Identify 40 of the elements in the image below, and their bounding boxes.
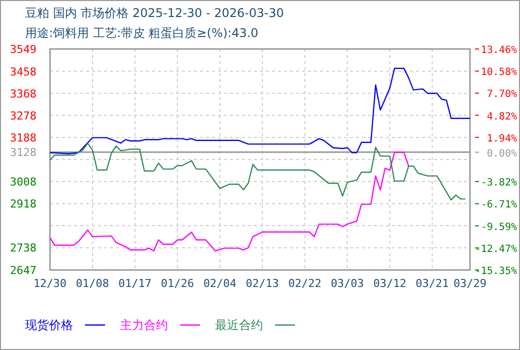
x-tick-label: 12/30 (33, 277, 67, 290)
legend-label: 最近合约 (215, 318, 263, 332)
y-tick-label: 3128 (10, 146, 36, 160)
chart-subtitle: 用途:饲料用 工艺:带皮 粗蛋白质≥(%):43.0 (25, 26, 258, 40)
x-tick-label: 03/12 (373, 277, 406, 290)
y-tick-label: 3188 (10, 131, 36, 144)
x-tick-label: 03/03 (330, 277, 364, 290)
y2-tick-label: -6.71% (480, 200, 517, 211)
y-tick-label: 3008 (10, 176, 36, 189)
y2-tick-label: 4.82% (486, 111, 517, 122)
x-tick-label: 01/08 (76, 277, 110, 290)
chart-title: 豆粕 国内 市场价格 2025-12-30 - 2026-03-30 (25, 6, 284, 20)
legend-label: 主力合约 (120, 318, 168, 332)
line-series (49, 142, 466, 201)
y2-tick-label: 10.58% (480, 67, 517, 78)
y-tick-label: 3368 (10, 87, 36, 100)
x-tick-label: 03/29 (453, 277, 487, 290)
y2-tick-label: 1.94% (486, 133, 517, 144)
x-tick-label: 02/04 (203, 277, 237, 290)
x-tick-label: 01/26 (160, 277, 194, 290)
x-tick-label: 03/21 (416, 277, 449, 290)
y-tick-label: 3549 (10, 43, 36, 56)
y2-tick-label: 0.00% (486, 148, 517, 160)
y2-tick-label: 7.70% (486, 89, 517, 100)
x-tick-label: 02/22 (288, 277, 322, 290)
y2-tick-label: -9.59% (480, 222, 517, 233)
y2-tick-label: -3.82% (480, 178, 517, 189)
line-series (49, 68, 471, 154)
x-tick-label: 02/13 (246, 277, 279, 290)
line-series (49, 152, 410, 252)
y2-tick-label: -15.35% (474, 266, 517, 277)
y-tick-label: 2647 (10, 264, 36, 277)
y-tick-label: 2738 (10, 242, 36, 255)
y2-tick-label: 13.46% (480, 45, 517, 56)
y2-tick-label: -12.47% (474, 244, 517, 255)
y-tick-label: 3278 (10, 109, 36, 122)
legend-label: 现货价格 (25, 318, 73, 332)
x-tick-label: 01/17 (118, 277, 152, 290)
y-tick-label: 2918 (10, 198, 36, 211)
y-tick-label: 3458 (10, 65, 36, 78)
